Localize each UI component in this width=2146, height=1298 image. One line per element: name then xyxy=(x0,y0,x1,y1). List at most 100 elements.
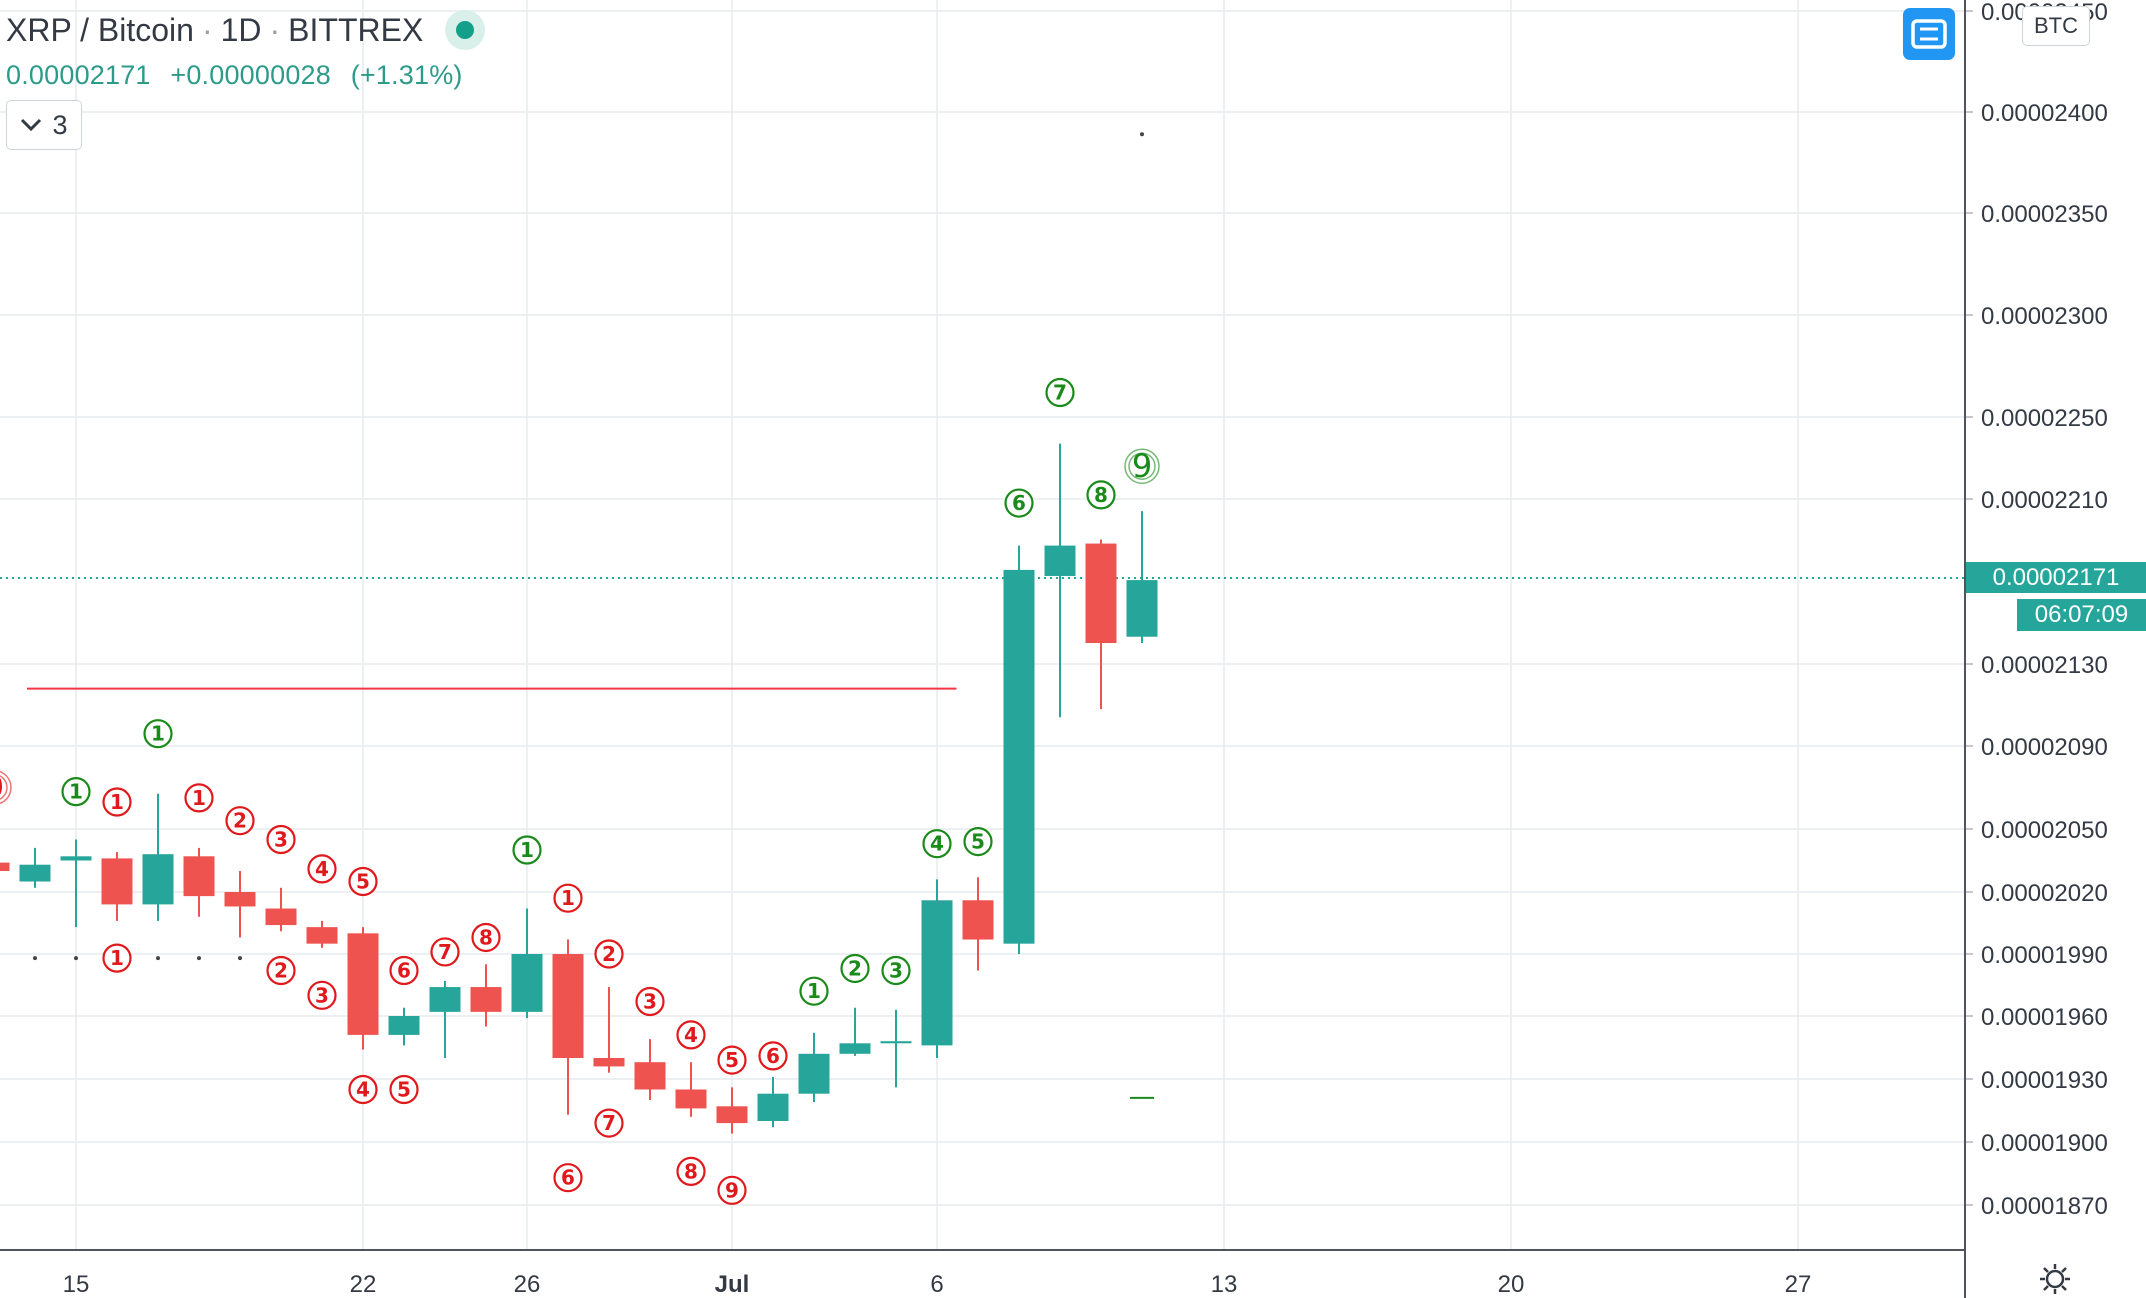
chart-settings-button[interactable] xyxy=(2038,1262,2072,1296)
td-count-9-ring xyxy=(0,775,8,800)
candle-up xyxy=(921,900,953,1046)
price-change: +0.00000028 xyxy=(170,60,331,90)
symbol-header: XRP / Bitcoin · 1D · BITTREX 0.00002171 … xyxy=(6,8,486,91)
td-count-label: 3 xyxy=(643,990,657,1014)
candle-down xyxy=(634,1062,666,1090)
fullscreen-button[interactable] xyxy=(1903,8,1955,60)
candle-up xyxy=(1003,569,1035,944)
x-tick-label: 20 xyxy=(1498,1271,1525,1298)
candle-down xyxy=(265,908,297,926)
td-count-label: 2 xyxy=(602,942,616,966)
y-tick-label: 0.00001960 xyxy=(1981,1004,2108,1031)
current-price-tag: 0.00002171 xyxy=(1966,562,2146,593)
td-count-label: 2 xyxy=(233,809,247,833)
candle-up xyxy=(19,864,51,882)
td-count-ring xyxy=(553,883,583,913)
td-count-ring xyxy=(799,976,829,1006)
y-tick-label: 0.00001930 xyxy=(1981,1067,2108,1094)
candle-up xyxy=(839,1043,871,1054)
candle-up xyxy=(429,987,461,1012)
interval-label[interactable]: 1D xyxy=(220,11,262,48)
candle-up xyxy=(880,1041,912,1044)
chart-grid xyxy=(0,0,1965,1250)
td-count-ring xyxy=(348,866,378,897)
td-count-ring xyxy=(266,955,296,986)
td-count-ring xyxy=(553,1163,583,1193)
indicators-toggle-button[interactable]: 3 xyxy=(6,100,82,150)
y-tick-label: 0.00002350 xyxy=(1981,201,2108,228)
separator: · xyxy=(269,11,281,48)
y-tick-label: 0.00002130 xyxy=(1981,652,2108,679)
y-tick-label: 0.00002400 xyxy=(1981,100,2108,127)
signal-dot xyxy=(74,956,78,961)
last-price: 0.00002171 xyxy=(6,60,151,90)
td-count-ring xyxy=(348,1074,378,1105)
y-tick-label: 0.00002210 xyxy=(1981,487,2108,514)
td-count-ring xyxy=(307,980,337,1010)
candle-up xyxy=(142,854,174,905)
td-count-ring xyxy=(963,826,993,857)
y-tick-label: 0.00002090 xyxy=(1981,734,2108,761)
candle-up xyxy=(1044,545,1076,576)
x-tick-label: Jul xyxy=(715,1271,750,1298)
x-tick-label: 15 xyxy=(63,1271,90,1298)
signal-dot xyxy=(1140,132,1144,137)
td-count-label: 7 xyxy=(602,1111,616,1135)
td-sequential-labels: 9111123456781123456123456789123456789 xyxy=(0,377,1160,1205)
signal-dot xyxy=(156,956,160,961)
td-count-label: 4 xyxy=(684,1023,698,1047)
candle-down xyxy=(224,892,256,907)
td-count-label: 2 xyxy=(274,959,288,983)
td-count-ring xyxy=(758,1041,788,1071)
td-count-label: 7 xyxy=(1053,381,1067,405)
symbol-title-row: XRP / Bitcoin · 1D · BITTREX xyxy=(6,8,486,52)
td-count-label: 3 xyxy=(274,828,288,852)
indicator-count: 3 xyxy=(52,109,68,140)
candle-up xyxy=(388,1016,420,1035)
td-count-label: 1 xyxy=(69,780,83,804)
td-count-label: 6 xyxy=(1012,491,1026,515)
quote-row: 0.00002171 +0.00000028 (+1.31%) xyxy=(6,60,485,91)
td-count-ring xyxy=(676,1156,706,1187)
y-tick-label: 0.00002300 xyxy=(1981,303,2108,330)
candle-down xyxy=(675,1089,707,1109)
candle-down xyxy=(470,987,502,1012)
candlestick-series xyxy=(0,443,1158,1134)
td-count-ring xyxy=(266,824,296,855)
td-count-label: 1 xyxy=(520,838,534,862)
td-count-ring xyxy=(307,854,337,884)
td-count-label: 6 xyxy=(397,959,411,983)
symbol-name[interactable]: XRP / Bitcoin xyxy=(6,11,194,48)
x-tick-label: 26 xyxy=(514,1271,541,1298)
price-change-pct: (+1.31%) xyxy=(350,60,463,90)
td-count-ring xyxy=(389,1074,419,1105)
td-count-ring xyxy=(184,783,214,813)
td-count-label: 5 xyxy=(725,1048,739,1072)
td-count-ring xyxy=(225,806,255,836)
td-count-ring xyxy=(922,829,952,859)
td-count-ring xyxy=(102,943,132,973)
time-axis-labels: 15 22 26 Jul 6 13 20 27 xyxy=(63,1271,1812,1298)
td-count-label: 1 xyxy=(807,979,821,1003)
separator: · xyxy=(201,11,213,48)
signal-dot xyxy=(33,956,37,961)
candle-down xyxy=(183,856,215,897)
gear-icon xyxy=(2040,1264,2070,1294)
candle-up xyxy=(60,856,92,861)
x-tick-label: 6 xyxy=(930,1271,943,1298)
td-count-label: 2 xyxy=(848,956,862,980)
td-count-ring xyxy=(143,719,173,749)
signal-dot xyxy=(238,956,242,961)
td-count-label: 6 xyxy=(561,1166,575,1190)
td-count-label: 9 xyxy=(725,1178,739,1202)
td-count-ring xyxy=(430,937,460,967)
y-tick-label: 0.00002050 xyxy=(1981,817,2108,844)
y-tick-label: 0.00002250 xyxy=(1981,405,2108,432)
currency-badge[interactable]: BTC xyxy=(2022,6,2090,46)
td-count-label: 5 xyxy=(397,1078,411,1102)
td-count-label: 4 xyxy=(930,832,944,856)
candle-down xyxy=(1085,543,1117,644)
td-count-label: 8 xyxy=(684,1159,698,1183)
candle-up xyxy=(511,954,543,1012)
